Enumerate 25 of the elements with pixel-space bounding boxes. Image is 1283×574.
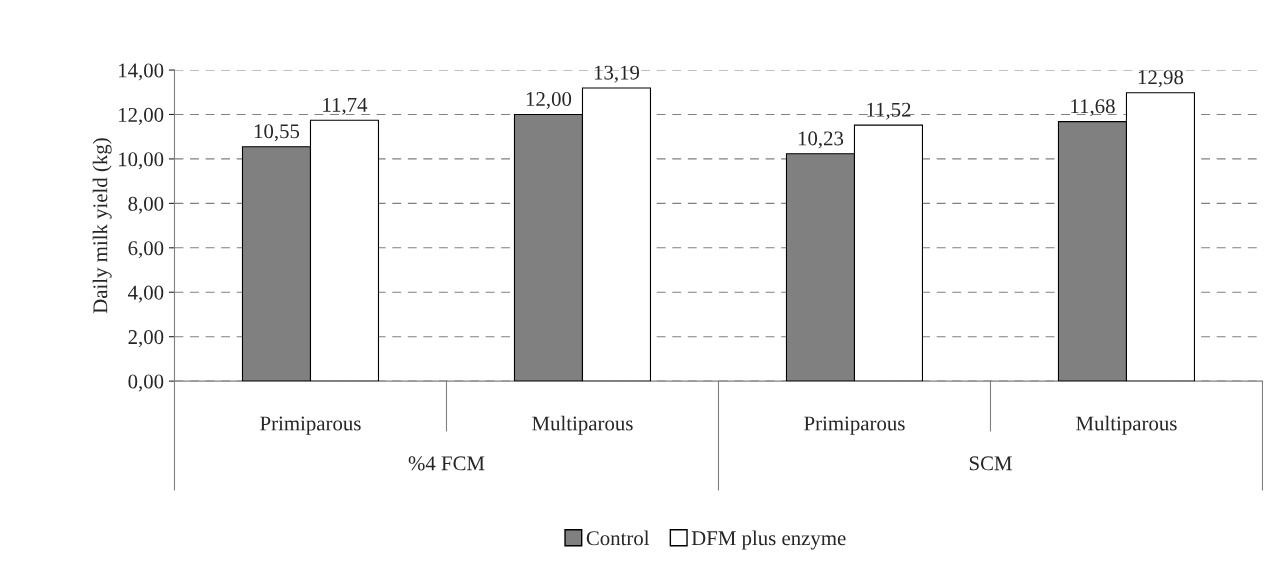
data-label: 11,52 [867,102,911,120]
y-tick-label: 2,00 [128,330,164,348]
text: SCM [969,456,1012,471]
x-tick-label: Multiparous [532,415,633,435]
data-label: 10,55 [254,124,300,142]
text: %4 FCM [408,456,485,471]
data-label: 12,00 [526,92,572,110]
y-tick-label: 8,00 [128,196,164,214]
data-label: 12,98 [1138,70,1184,88]
y-axis-title: Daily milk yield (kg) [92,138,112,314]
y-tick-label: 10,00 [119,152,164,170]
data-label: 11,74 [323,97,368,115]
data-label: 11,68 [1071,99,1115,117]
y-tick-label: 6,00 [128,241,164,259]
y-tick-label: 12,00 [119,107,164,125]
x-tick-label: Multiparous [1076,415,1177,435]
y-tick-label: 4,00 [128,285,164,303]
legend-label: DFM plus enzyme [691,530,846,550]
y-tick-label: 0,00 [128,374,164,392]
data-label: 13,19 [594,65,640,83]
legend-label: Control [586,530,650,546]
x-tick-label: Primiparous [260,416,361,435]
x-tick-label: Primiparous [804,416,905,435]
y-tick-label: 14,00 [119,63,164,81]
data-label: 10,23 [798,131,844,149]
